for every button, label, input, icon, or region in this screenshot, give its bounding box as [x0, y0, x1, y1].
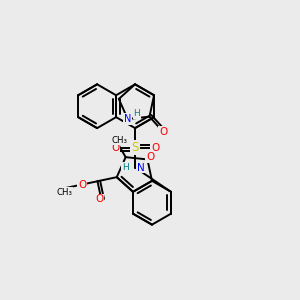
Text: N: N	[137, 163, 145, 172]
Text: O: O	[146, 152, 154, 162]
Text: O: O	[151, 143, 159, 153]
Text: H: H	[133, 110, 140, 118]
Text: O: O	[78, 180, 86, 190]
Text: CH₃: CH₃	[56, 188, 72, 197]
Text: CH₃: CH₃	[112, 136, 128, 145]
Text: O: O	[111, 143, 119, 153]
Text: H: H	[122, 163, 128, 172]
Text: S: S	[131, 141, 139, 154]
Text: O: O	[159, 127, 167, 137]
Text: O: O	[95, 194, 103, 205]
Text: N: N	[124, 114, 131, 124]
